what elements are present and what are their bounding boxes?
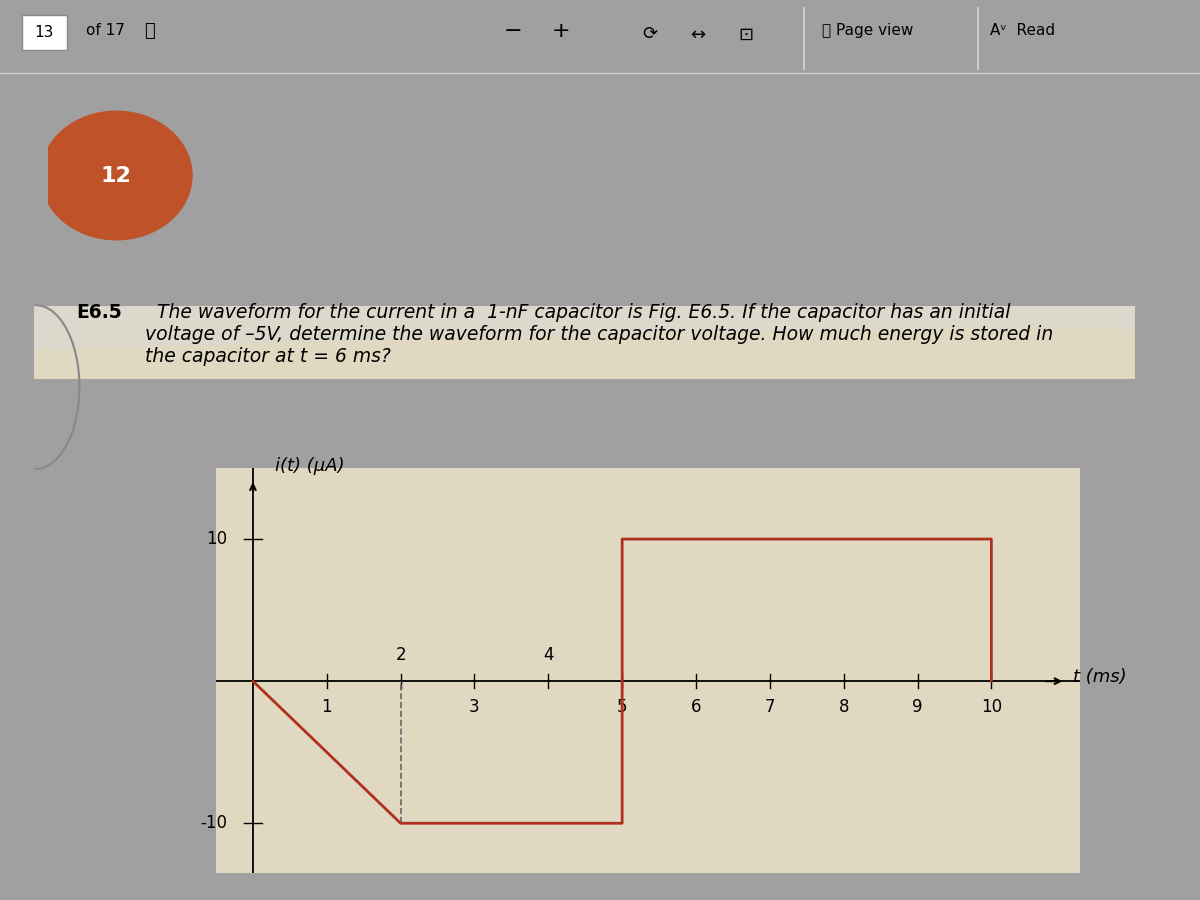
Text: E6.5: E6.5 bbox=[77, 302, 122, 322]
Text: 10: 10 bbox=[206, 530, 227, 548]
Circle shape bbox=[41, 112, 192, 239]
Text: of 17: of 17 bbox=[86, 23, 125, 38]
Text: -10: -10 bbox=[200, 814, 227, 832]
Text: 2: 2 bbox=[395, 646, 406, 664]
Text: 🗋 Page view: 🗋 Page view bbox=[822, 23, 913, 38]
Text: 9: 9 bbox=[912, 698, 923, 716]
Text: t (ms): t (ms) bbox=[1073, 668, 1127, 686]
Text: ⊡: ⊡ bbox=[738, 25, 754, 43]
Text: 4: 4 bbox=[544, 646, 553, 664]
Text: i(t) (μA): i(t) (μA) bbox=[275, 457, 344, 475]
Text: 5: 5 bbox=[617, 698, 628, 716]
Text: 🔍: 🔍 bbox=[144, 22, 155, 40]
Text: 7: 7 bbox=[764, 698, 775, 716]
Text: ⟳: ⟳ bbox=[642, 25, 658, 43]
Text: 6: 6 bbox=[691, 698, 701, 716]
Text: 3: 3 bbox=[469, 698, 480, 716]
Text: Aᵛ  Read: Aᵛ Read bbox=[990, 23, 1055, 38]
Text: 1: 1 bbox=[322, 698, 332, 716]
Text: 12: 12 bbox=[101, 166, 132, 185]
Text: The waveform for the current in a  1-nF capacitor is Fig. E6.5. If the capacitor: The waveform for the current in a 1-nF c… bbox=[145, 302, 1054, 365]
Text: 8: 8 bbox=[839, 698, 848, 716]
Text: 13: 13 bbox=[35, 25, 54, 40]
Text: 10: 10 bbox=[980, 698, 1002, 716]
Text: +: + bbox=[552, 21, 571, 40]
FancyBboxPatch shape bbox=[22, 15, 67, 50]
Text: −: − bbox=[504, 21, 523, 40]
Text: ↔: ↔ bbox=[690, 25, 706, 43]
